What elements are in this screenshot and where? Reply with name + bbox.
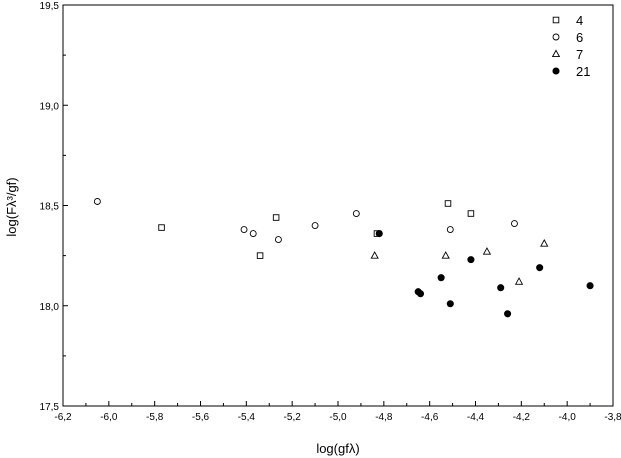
y-tick-label: 18,0 [40, 302, 60, 313]
x-axis: -6,2 -6,0 -5,8 -5,6 -5,4 -5,2 -5,0 -4,8 -4,6 -4,4… [54, 401, 621, 423]
y-axis: 17,5 18,0 18,5 19,0 19,5 [40, 1, 68, 413]
data-point-series-6 [352, 210, 360, 217]
x-tick-label: -5,8 [146, 412, 164, 423]
legend-marker-6 [552, 33, 560, 41]
legend: 4 6 7 21 [551, 13, 590, 79]
data-point-series-21 [437, 274, 445, 282]
data-point-series-6 [511, 220, 518, 227]
y-tick-label: 19,0 [40, 101, 60, 112]
data-points [93, 198, 594, 318]
y-axis-title: log(Fλ³/gf) [4, 177, 19, 236]
y-tick-label: 19,5 [40, 1, 60, 12]
x-tick-label: -5,4 [238, 412, 256, 423]
data-point-series-4 [158, 224, 165, 231]
data-point-series-6 [240, 226, 248, 234]
data-point-series-21 [467, 256, 475, 264]
data-point-series-6 [249, 230, 257, 238]
x-tick-label: -5,2 [284, 412, 302, 423]
plot-area [62, 4, 614, 407]
x-tick-label: -6,2 [54, 412, 72, 423]
legend-marker-4 [552, 16, 560, 24]
legend-marker-21 [552, 67, 560, 75]
legend-marker-7 [551, 49, 561, 58]
legend-label: 4 [576, 13, 583, 28]
data-point-series-21 [586, 282, 594, 290]
data-point-series-6 [311, 222, 319, 230]
x-tick-label: -5,6 [192, 412, 210, 423]
y-tick-label: 17,5 [40, 402, 60, 413]
x-tick-label: -4,6 [421, 412, 439, 423]
data-point-series-21 [536, 264, 544, 272]
data-point-series-21 [504, 310, 512, 318]
data-point-series-7 [370, 251, 379, 259]
data-point-series-6 [274, 236, 282, 244]
data-point-series-6 [93, 198, 101, 205]
x-tick-label: -4,4 [467, 412, 485, 423]
legend-label: 21 [576, 64, 590, 79]
data-point-series-7 [441, 251, 450, 259]
data-point-series-7 [514, 277, 524, 285]
data-point-series-7 [482, 247, 492, 255]
data-point-series-4 [272, 214, 280, 221]
data-point-series-6 [446, 226, 454, 234]
x-axis-title: log(gfλ) [316, 441, 359, 456]
x-tick-label: -4,8 [375, 412, 393, 423]
x-tick-label: -5,0 [329, 412, 347, 423]
data-point-series-4 [256, 252, 264, 259]
data-point-series-4 [467, 210, 475, 217]
data-point-series-21 [416, 290, 425, 298]
y-tick-label: 18,5 [40, 202, 60, 213]
x-tick-label: -3,8 [604, 412, 621, 423]
data-point-series-21 [375, 230, 383, 238]
data-point-series-7 [540, 239, 549, 247]
x-tick-label: -4,2 [513, 412, 531, 423]
data-point-series-21 [446, 300, 454, 308]
data-point-series-4 [444, 200, 452, 207]
x-tick-label: -6,0 [100, 412, 118, 423]
legend-label: 6 [576, 30, 583, 45]
x-tick-label: -4,0 [559, 412, 577, 423]
legend-label: 7 [576, 47, 583, 62]
data-point-series-21 [497, 284, 505, 292]
